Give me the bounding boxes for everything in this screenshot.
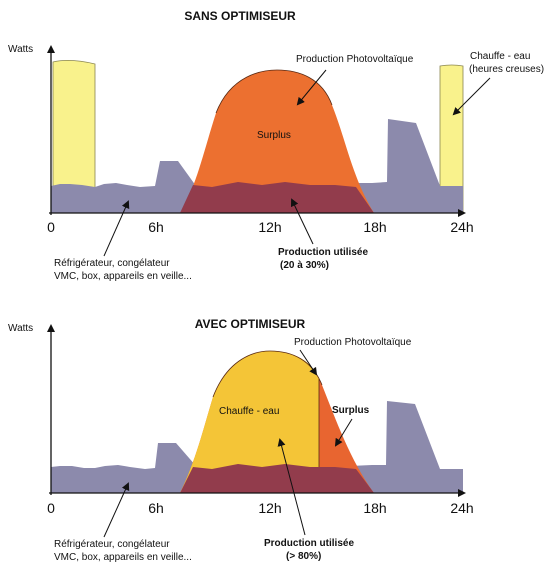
label-appliances-optimized-line2: VMC, box, appareils en veille... (54, 552, 192, 563)
leader-appliances (103, 200, 130, 257)
tick-24h-optimized: 24h (450, 500, 473, 516)
used-production-area (180, 182, 374, 213)
tick-12h-optimized: 12h (258, 500, 281, 516)
label-used-optimized-line1: Production utilisée (264, 538, 354, 549)
base-consumption-area-optimized (51, 401, 463, 493)
label-used-optimized-line2: (> 80%) (286, 551, 321, 562)
leader-heater (452, 77, 491, 116)
panel-bottom-y-label: Watts (8, 323, 33, 334)
label-appliances-optimized-line1: Réfrigérateur, congélateur (54, 539, 170, 550)
label-heater-optimized: Chauffe - eau (219, 406, 279, 417)
label-heater-line1: Chauffe - eau (470, 51, 530, 62)
tick-12h: 12h (258, 219, 281, 235)
tick-24h: 24h (450, 219, 473, 235)
solar-production-area (180, 70, 374, 213)
panel-top-y-label: Watts (8, 44, 33, 55)
tick-18h-optimized: 18h (363, 500, 386, 516)
label-heater-line2: (heures creuses) (469, 64, 544, 75)
label-surplus-optimized: Surplus (332, 405, 370, 416)
label-production: Production Photovoltaïque (296, 54, 414, 65)
leader-appliances-optimized (103, 482, 130, 538)
leader-used-optimized (277, 438, 306, 536)
heater-block-evening (439, 64, 464, 214)
tick-18h: 18h (363, 219, 386, 235)
tick-6h-optimized: 6h (148, 500, 164, 516)
label-surplus: Surplus (257, 130, 291, 141)
leader-surplus-optimized (334, 418, 353, 447)
leader-used (290, 198, 314, 245)
used-production-area-optimized (180, 464, 374, 493)
label-used-line2: (20 à 30%) (280, 260, 329, 271)
label-appliances-line2: VMC, box, appareils en veille... (54, 271, 192, 282)
label-used-line1: Production utilisée (278, 247, 368, 258)
panel-bottom-title: AVEC OPTIMISEUR (195, 317, 306, 331)
solar-production-outline-optimized (212, 350, 323, 398)
tick-0: 0 (47, 219, 55, 235)
panel-bottom: AVEC OPTIMISEUR Watts 0 6h 12h 18h 24h P… (8, 317, 474, 563)
tick-6h: 6h (148, 219, 164, 235)
label-appliances-line1: Réfrigérateur, congélateur (54, 258, 170, 269)
panel-top: SANS OPTIMISEUR Watts 0 6h 12h 18h 24h P… (8, 9, 544, 282)
label-production-optimized: Production Photovoltaïque (294, 337, 412, 348)
solar-production-outline (215, 69, 333, 114)
tick-0-optimized: 0 (47, 500, 55, 516)
panel-top-title: SANS OPTIMISEUR (184, 9, 296, 23)
leader-production-optimized (299, 349, 318, 376)
heater-block-night (52, 60, 96, 214)
leader-production (296, 69, 327, 106)
